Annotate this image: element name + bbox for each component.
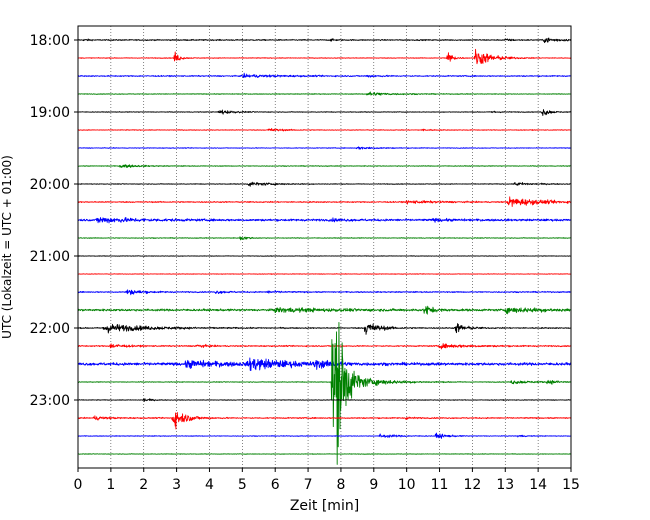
trace-2345 [77,453,572,455]
y-tick-label-5: 23:00 [30,393,70,409]
x-tick-label-2: 2 [139,477,148,493]
x-tick-label-6: 6 [271,477,280,493]
trace-1845 [77,91,572,96]
x-tick-label-14: 14 [529,477,547,493]
trace-1930 [77,146,572,150]
trace-1945 [77,164,572,168]
trace-2200 [77,323,572,335]
x-tick-label-5: 5 [238,477,247,493]
plot-frame [77,25,572,469]
trace-1900 [77,109,572,117]
trace-2115 [77,273,572,275]
x-tick-label-9: 9 [369,477,378,493]
y-tick-label-4: 22:00 [30,321,70,337]
x-tick-label-10: 10 [398,477,416,493]
plot-background [78,26,571,468]
trace-2315 [77,412,572,430]
trace-2230 [77,357,572,372]
x-tick-label-15: 15 [562,477,580,493]
trace-group [77,37,572,465]
x-tick-label-0: 0 [74,477,83,493]
trace-2030 [77,217,572,224]
trace-2130 [77,289,572,296]
trace-1800 [77,37,572,44]
x-tick-label-3: 3 [172,477,181,493]
trace-2015 [77,196,572,207]
x-tick-label-11: 11 [431,477,449,493]
trace-1915 [77,128,572,132]
x-axis-label: Zeit [min] [290,498,359,514]
trace-2145 [77,305,572,315]
x-tick-label-12: 12 [463,477,481,493]
y-axis-label: UTC (Lokalzeit = UTC + 01:00) [0,155,14,339]
trace-2300 [77,398,572,402]
y-tick-label-2: 20:00 [30,177,70,193]
y-axis-ticks: 18:00 19:00 20:00 21:00 22:00 23:00 [30,33,78,409]
y-tick-label-3: 21:00 [30,249,70,265]
trace-1815 [77,48,572,65]
x-tick-label-7: 7 [304,477,313,493]
y-tick-label-1: 19:00 [30,105,70,121]
trace-2045 [77,236,572,241]
trace-2330 [77,432,572,439]
x-tick-label-13: 13 [496,477,514,493]
trace-2245 [77,322,572,465]
trace-2000 [77,181,572,187]
x-tick-label-4: 4 [205,477,214,493]
y-tick-label-0: 18:00 [30,33,70,49]
trace-2100 [77,255,572,257]
x-tick-label-8: 8 [336,477,345,493]
x-tick-label-1: 1 [106,477,115,493]
trace-1830 [77,72,572,79]
x-axis-ticks: 0 1 2 3 4 5 6 7 8 9 10 11 12 13 14 15 [74,468,580,493]
trace-2215 [77,343,572,350]
